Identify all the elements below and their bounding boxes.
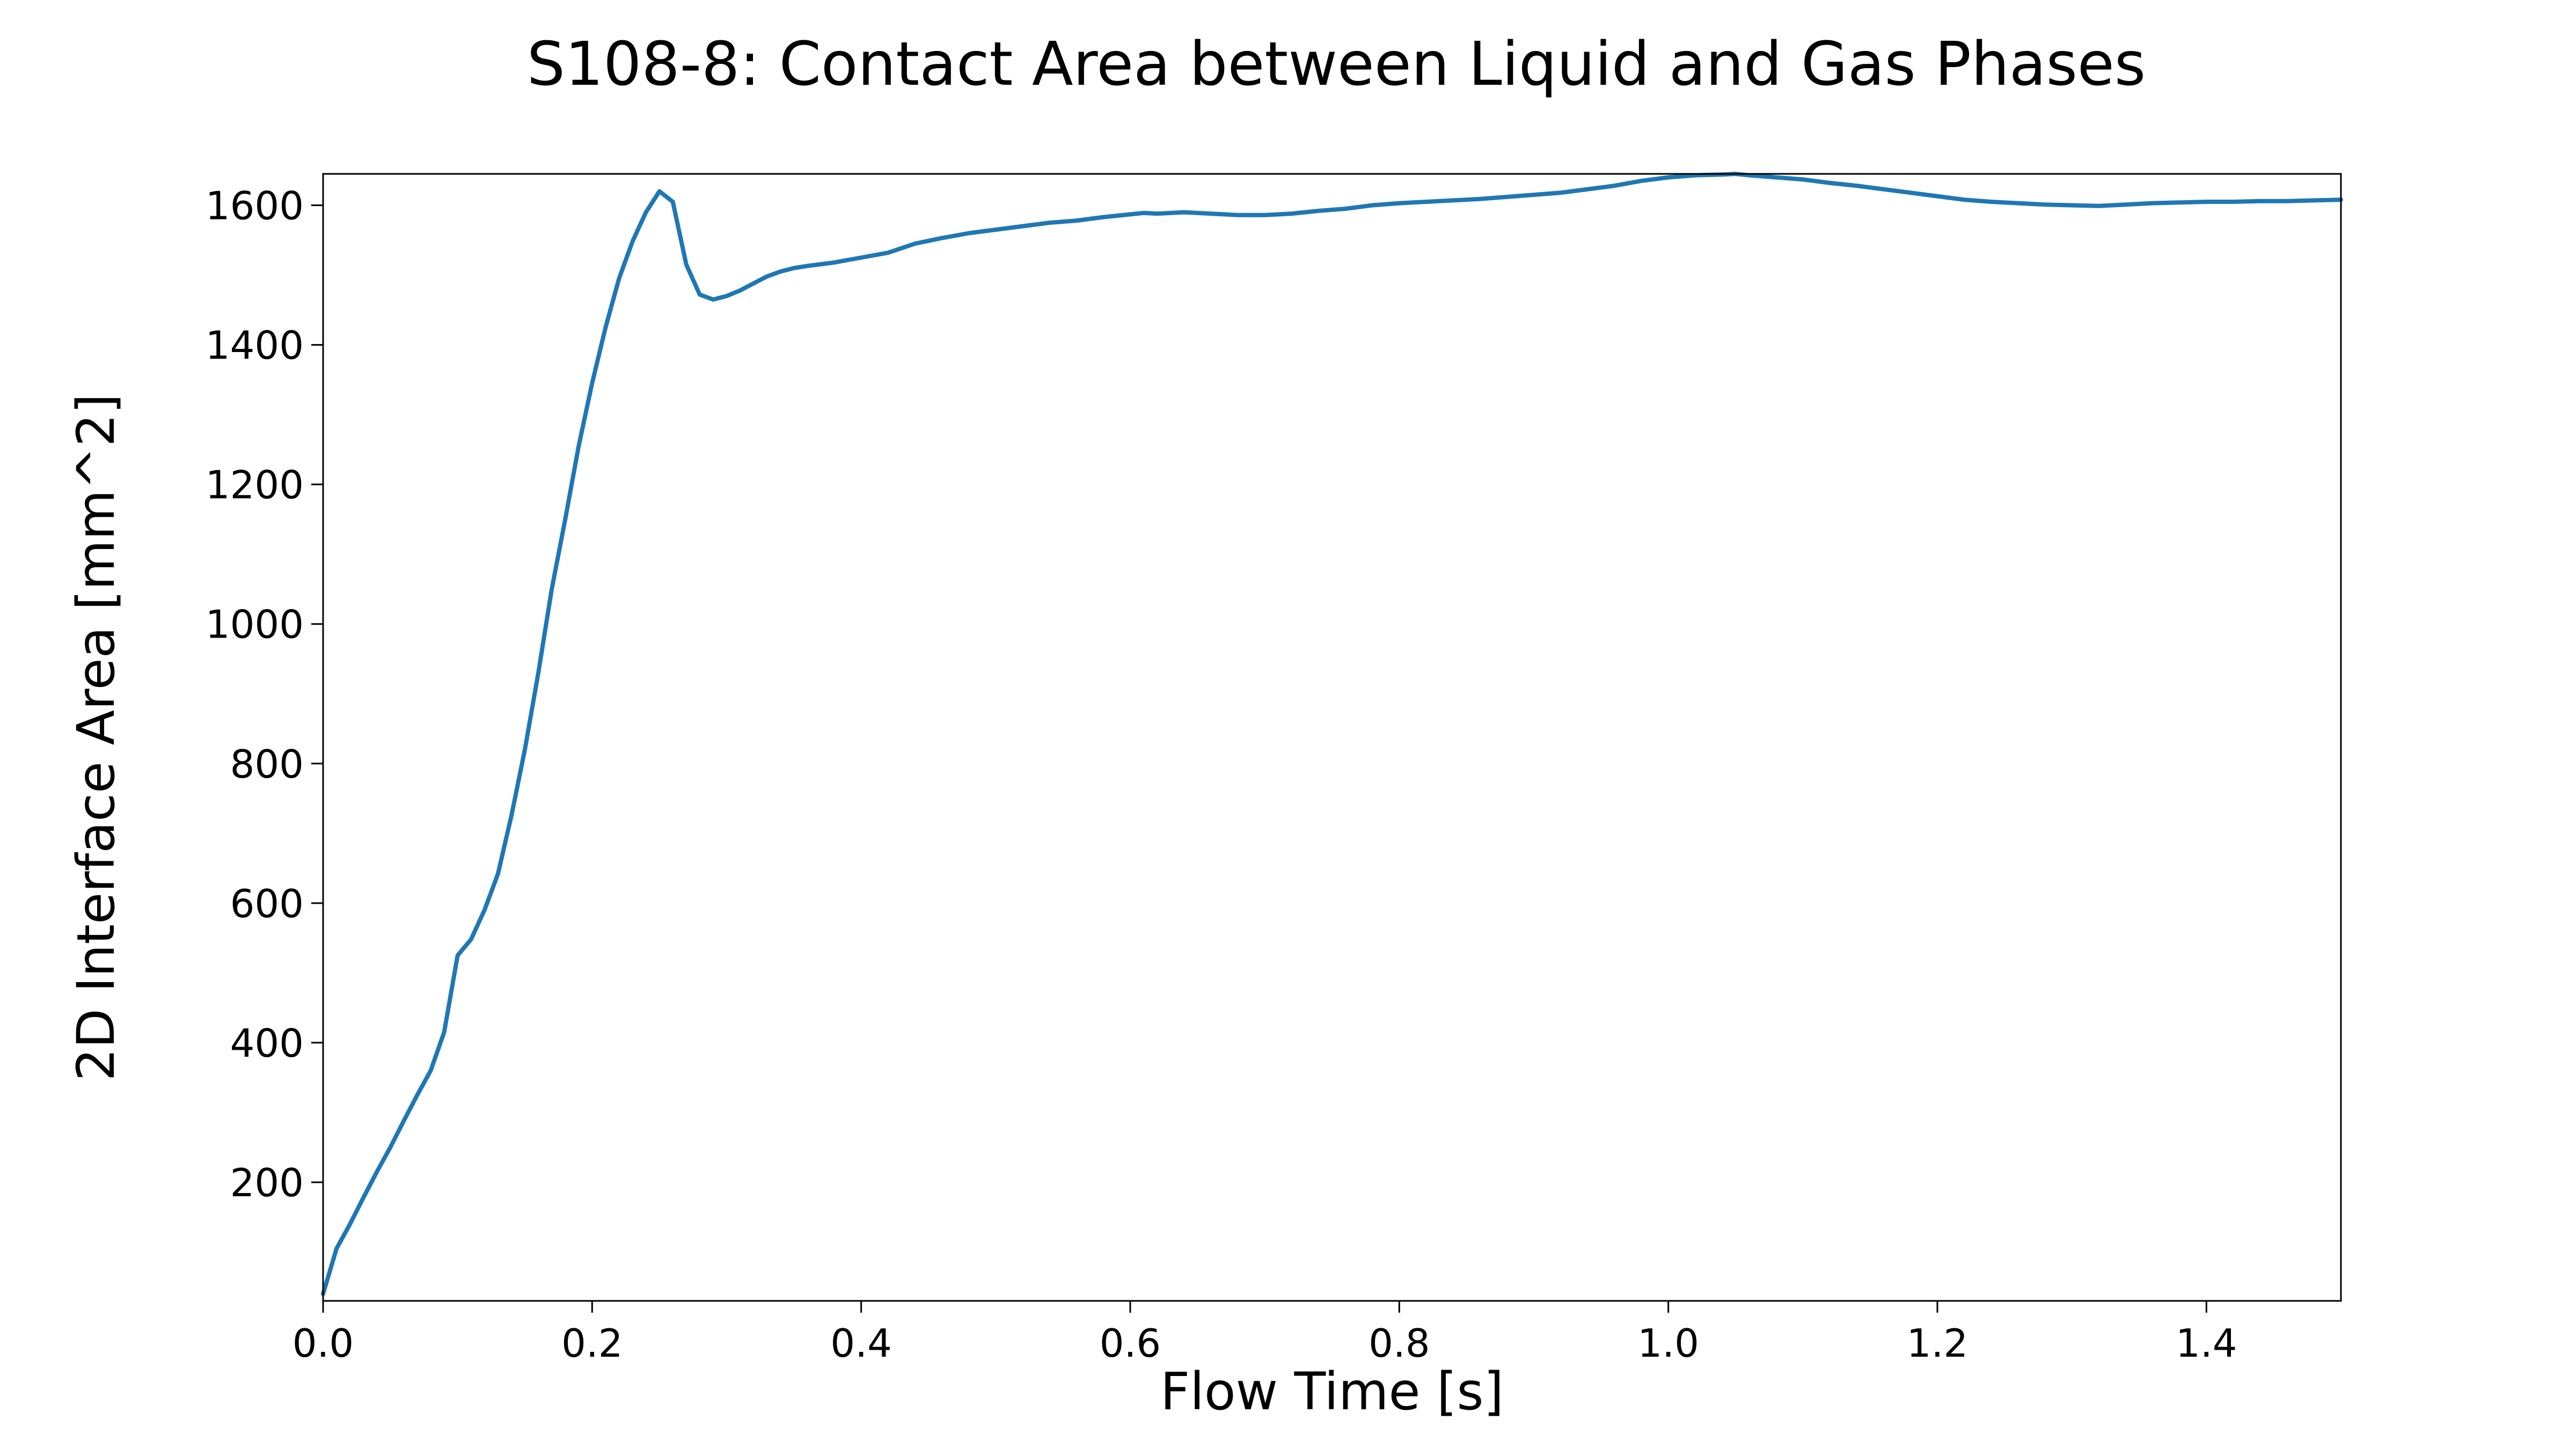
chart-title: S108-8: Contact Area between Liquid and … <box>527 30 2146 99</box>
y-tick-label: 800 <box>230 742 304 787</box>
y-tick-label: 1200 <box>206 463 304 508</box>
x-tick-label: 0.4 <box>830 1321 892 1366</box>
plot-area-frame <box>322 173 2342 1302</box>
y-tick-label: 200 <box>230 1160 304 1205</box>
x-tick-label: 1.2 <box>1907 1321 1968 1366</box>
x-tick-label: 1.4 <box>2176 1321 2237 1366</box>
x-tick-label: 0.8 <box>1368 1321 1430 1366</box>
y-tick-label: 600 <box>230 881 304 926</box>
x-tick-label: 1.0 <box>1637 1321 1699 1366</box>
x-tick-label: 0.0 <box>292 1321 354 1366</box>
x-tick-label: 0.2 <box>561 1321 623 1366</box>
y-tick-label: 1400 <box>206 323 304 368</box>
x-tick-label: 0.6 <box>1100 1321 1161 1366</box>
x-axis-title: Flow Time [s] <box>1160 1362 1504 1422</box>
y-tick-label: 1600 <box>206 184 304 229</box>
y-tick-label: 400 <box>230 1021 304 1066</box>
y-axis-title: 2D Interface Area [mm^2] <box>66 394 126 1081</box>
series-line <box>321 172 2343 1296</box>
y-tick-label: 1000 <box>206 602 304 647</box>
y-axis-ticks: 200 400 600 800 1000 1200 1400 1600 <box>206 184 323 1205</box>
x-axis-ticks: 0.0 0.2 0.4 0.6 0.8 1.0 1.2 1.4 <box>292 1301 2237 1366</box>
